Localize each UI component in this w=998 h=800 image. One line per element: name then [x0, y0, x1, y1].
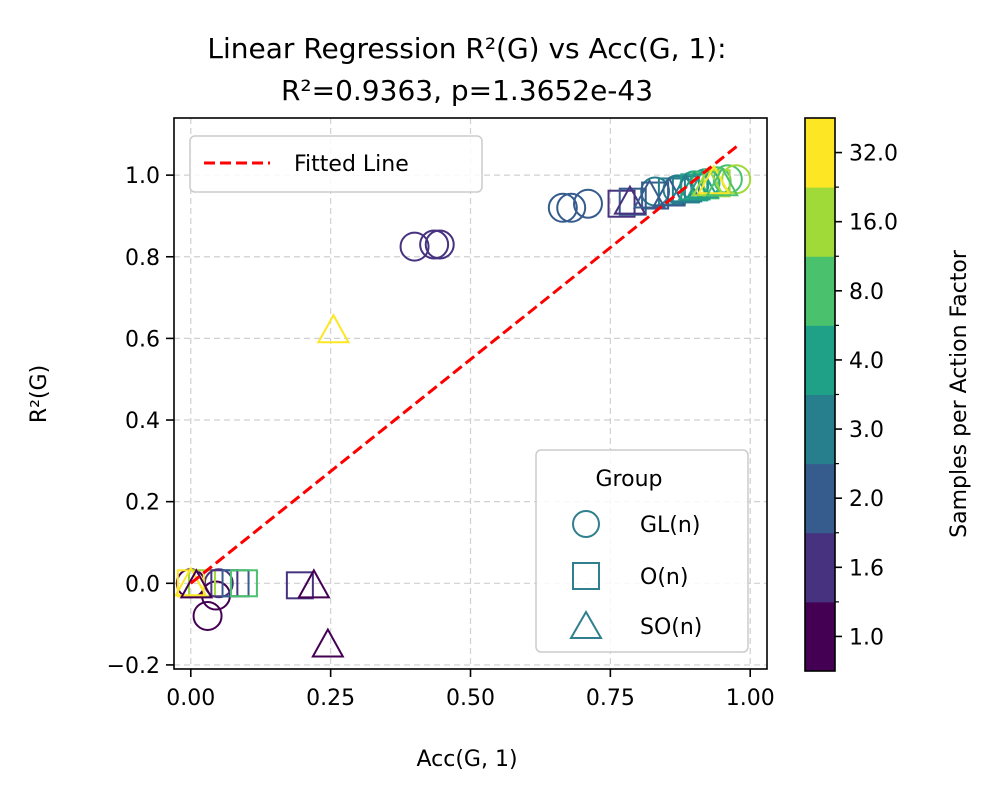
x-tick-label: 0.75 [586, 686, 635, 711]
y-tick-label: −0.2 [107, 654, 160, 679]
axis-ticks: 0.00 0.25 0.50 0.75 1.00 −0.2 0.0 0.2 0.4 0.6 0.8 1… [107, 164, 775, 711]
legend-fit: Fitted Line [189, 135, 483, 193]
legend-group-label-gl: GL(n) [640, 513, 700, 538]
colorbar: 1.0 1.6 2.0 3.0 4.0 8.0 16.0 32.0 [804, 117, 898, 672]
so-data-point [677, 170, 711, 201]
colorbar-segment [805, 118, 835, 188]
x-tick-label: 0.25 [306, 686, 355, 711]
colorbar-segment [805, 601, 835, 672]
colorbar-tick-label: 2.0 [849, 487, 884, 512]
gl-data-point [547, 192, 578, 223]
o-data-point [607, 189, 636, 218]
so-data-point [316, 313, 351, 344]
so-data-point [311, 627, 345, 658]
y-tick-label: 1.0 [125, 164, 160, 189]
so-data-point [705, 166, 739, 197]
chart-subtitle: R²=0.9363, p=1.3652e-43 [281, 74, 653, 107]
chart-title: Linear Regression R²(G) vs Acc(G, 1): [207, 32, 726, 65]
gl-data-point [419, 229, 450, 260]
so-data-point [179, 568, 214, 599]
legend-circle-icon [572, 510, 600, 538]
legend-square-icon [572, 562, 600, 590]
data-points [174, 164, 752, 658]
gl-data-point [424, 229, 455, 260]
colorbar-tick-label: 32.0 [849, 142, 898, 167]
legend-fit-box [189, 135, 483, 193]
colorbar-segment [805, 394, 835, 465]
fitted-line [189, 143, 740, 585]
so-data-point [297, 568, 331, 599]
colorbar-tick-label: 8.0 [849, 280, 884, 305]
colorbar-segment [805, 532, 835, 603]
colorbar-tick-label: 1.6 [849, 556, 884, 581]
y-tick-label: 0.6 [125, 327, 160, 352]
colorbar-segment [805, 463, 835, 534]
x-axis-label: Acc(G, 1) [416, 747, 517, 772]
so-data-point [697, 164, 731, 195]
colorbar-tick-label: 3.0 [849, 418, 884, 443]
legend-group-box [535, 449, 749, 653]
gl-data-point [572, 188, 603, 219]
colorbar-tick-label: 1.0 [849, 625, 884, 650]
gl-data-point [556, 192, 587, 223]
so-data-point [613, 184, 647, 215]
colorbar-tick-label: 4.0 [849, 349, 884, 374]
fit-line-layer [189, 143, 740, 585]
gl-data-point [192, 600, 223, 631]
y-tick-label: 0.0 [125, 572, 160, 597]
o-data-point [229, 569, 258, 598]
colorbar-tick-label: 16.0 [849, 211, 898, 236]
legend-group-label-so: SO(n) [640, 615, 702, 640]
y-axis-label: R²(G) [27, 365, 52, 423]
legend-group-label-o: O(n) [640, 565, 688, 590]
so-data-point [685, 168, 720, 199]
x-tick-label: 0.50 [446, 686, 495, 711]
legend-fit-label: Fitted Line [294, 152, 409, 177]
so-data-point [632, 178, 667, 209]
colorbar-segment [805, 256, 835, 326]
colorbar-label: Samples per Action Factor [947, 249, 972, 538]
y-tick-label: 0.8 [125, 246, 160, 271]
so-data-point [174, 566, 208, 597]
colorbar-segment [805, 325, 835, 395]
y-tick-label: 0.2 [125, 491, 160, 516]
colorbar-segment [805, 187, 835, 257]
y-tick-label: 0.4 [125, 409, 160, 434]
legend-group: Group GL(n) O(n) SO(n) [535, 449, 749, 653]
legend-triangle-icon [569, 609, 603, 639]
gl-data-point [399, 231, 430, 262]
legend-group-title: Group [596, 467, 663, 492]
x-tick-label: 1.00 [726, 686, 775, 711]
x-tick-label: 0.00 [166, 686, 215, 711]
